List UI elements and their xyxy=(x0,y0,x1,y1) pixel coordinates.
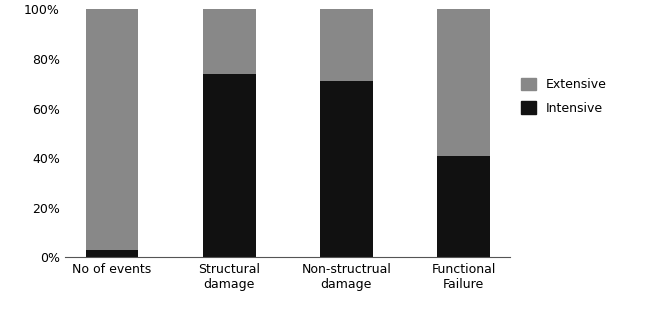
Bar xyxy=(437,156,490,257)
Bar xyxy=(203,9,256,74)
Bar xyxy=(203,74,256,257)
Bar xyxy=(86,250,139,257)
Bar xyxy=(437,9,490,156)
Legend: Extensive, Intensive: Extensive, Intensive xyxy=(521,78,607,115)
Bar xyxy=(320,9,373,81)
Bar xyxy=(320,81,373,257)
Bar xyxy=(86,9,139,250)
